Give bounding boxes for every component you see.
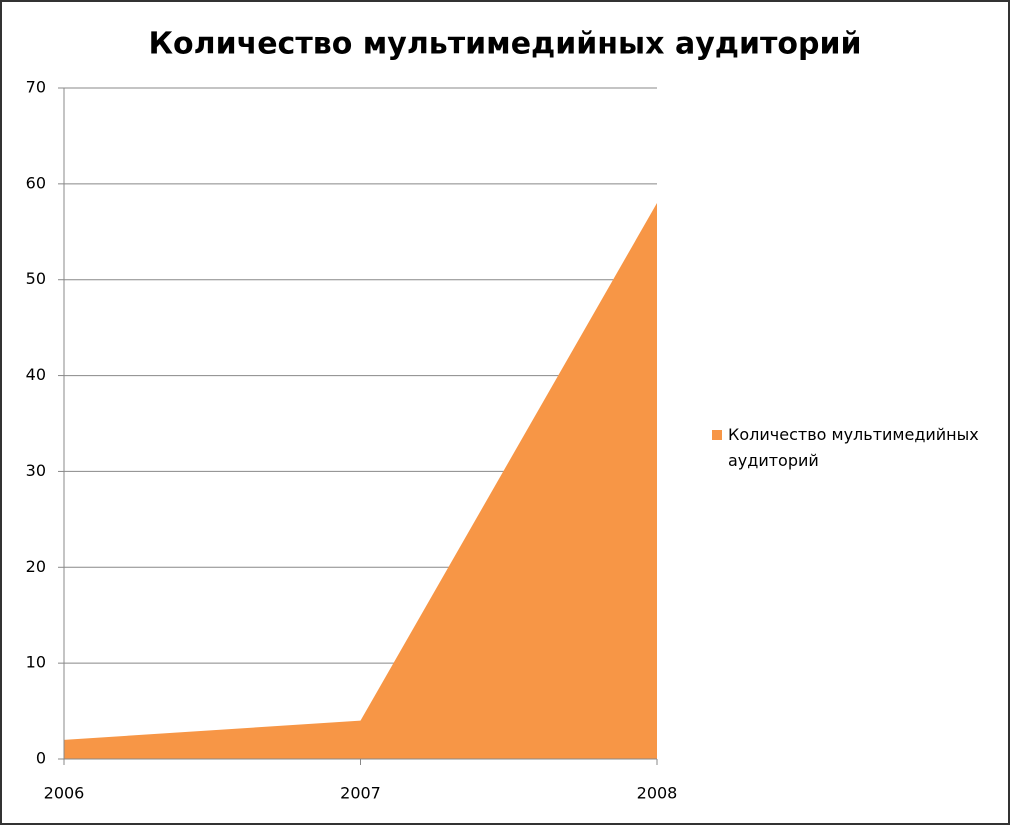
y-tick-label: 0 [36,749,46,768]
y-tick-label: 30 [26,461,46,480]
x-tick-label: 2007 [340,784,381,803]
x-tick-label: 2006 [44,784,85,803]
x-tick-label: 2008 [637,784,678,803]
legend-label: Количество мультимедийных аудиторий [728,425,979,470]
y-tick-label: 20 [26,557,46,576]
y-tick-label: 70 [26,78,46,97]
y-tick-label: 40 [26,365,46,384]
area [64,203,657,759]
y-tick-label: 60 [26,173,46,192]
y-tick-label: 50 [26,269,46,288]
legend: Количество мультимедийных аудиторий [712,422,1002,474]
legend-swatch [712,430,722,440]
chart-title: Количество мультимедийных аудиторий [148,27,861,62]
y-tick-label: 10 [26,653,46,672]
